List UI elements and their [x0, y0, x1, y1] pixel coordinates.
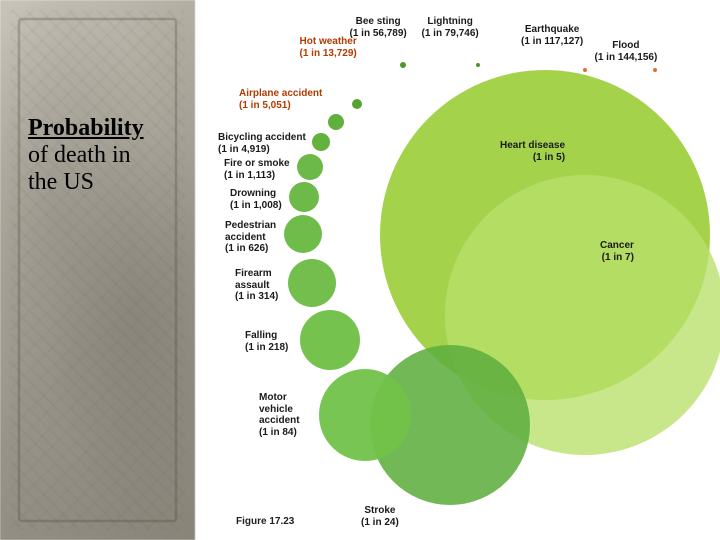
- label-lightning: Lightning(1 in 79,746): [422, 16, 479, 39]
- label-mva: Motorvehicleaccident(1 in 84): [259, 392, 300, 438]
- label-name: Flood: [595, 40, 658, 52]
- circle-lightning: [476, 63, 480, 67]
- label-odds: (1 in 1,008): [230, 200, 282, 212]
- label-odds: (1 in 144,156): [595, 52, 658, 64]
- label-odds: (1 in 56,789): [350, 28, 407, 40]
- label-airplane: Airplane accident(1 in 5,051): [239, 88, 322, 111]
- label-name: Airplane accident: [239, 88, 322, 100]
- label-name: Pedestrianaccident: [225, 220, 276, 243]
- circle-flood: [653, 68, 657, 72]
- label-pedestrian: Pedestrianaccident(1 in 626): [225, 220, 276, 255]
- circle-drowning: [289, 182, 319, 212]
- label-odds: (1 in 1,113): [224, 170, 290, 182]
- label-hotweather: Hot weather(1 in 13,729): [300, 36, 357, 59]
- circle-fire: [297, 154, 323, 180]
- circle-falling: [300, 310, 360, 370]
- title-line-3: the US: [28, 169, 144, 196]
- label-name: Stroke: [361, 505, 399, 517]
- circle-earthquake: [583, 68, 587, 72]
- label-odds: (1 in 13,729): [300, 48, 357, 60]
- label-name: Motorvehicleaccident: [259, 392, 300, 427]
- label-odds: (1 in 24): [361, 517, 399, 529]
- title-line-1: Probability: [28, 115, 144, 142]
- label-name: Drowning: [230, 188, 282, 200]
- circle-mva: [319, 369, 411, 461]
- label-name: Lightning: [422, 16, 479, 28]
- label-name: Falling: [245, 330, 288, 342]
- label-name: Cancer: [600, 240, 634, 252]
- decorative-stone-panel: [0, 0, 195, 540]
- label-name: Fire or smoke: [224, 158, 290, 170]
- label-odds: (1 in 626): [225, 243, 276, 255]
- label-odds: (1 in 7): [600, 252, 634, 264]
- label-bicycle: Bicycling accident(1 in 4,919): [218, 132, 306, 155]
- label-beesting: Bee sting(1 in 56,789): [350, 16, 407, 39]
- title-line-2: of death in: [28, 142, 144, 169]
- circle-beesting: [400, 62, 406, 68]
- circle-airplane: [328, 114, 344, 130]
- circle-pedestrian: [284, 215, 322, 253]
- figure-caption: Figure 17.23: [236, 516, 294, 527]
- label-name: Bicycling accident: [218, 132, 306, 144]
- circle-bicycle: [312, 133, 330, 151]
- label-name: Hot weather: [300, 36, 357, 48]
- label-odds: (1 in 79,746): [422, 28, 479, 40]
- circle-hotweather: [352, 99, 362, 109]
- circle-firearm: [288, 259, 336, 307]
- label-name: Firearmassault: [235, 268, 278, 291]
- label-odds: (1 in 5): [500, 152, 565, 164]
- label-odds: (1 in 117,127): [521, 36, 583, 48]
- label-heart: Heart disease(1 in 5): [500, 140, 565, 163]
- label-name: Heart disease: [500, 140, 565, 152]
- label-odds: (1 in 218): [245, 342, 288, 354]
- label-flood: Flood(1 in 144,156): [595, 40, 658, 63]
- label-stroke: Stroke(1 in 24): [361, 505, 399, 528]
- label-falling: Falling(1 in 218): [245, 330, 288, 353]
- label-odds: (1 in 5,051): [239, 100, 322, 112]
- label-odds: (1 in 84): [259, 427, 300, 439]
- label-cancer: Cancer(1 in 7): [600, 240, 634, 263]
- probability-circle-diagram: Figure 17.23 Heart disease(1 in 5) Cancer…: [200, 0, 720, 540]
- label-fire: Fire or smoke(1 in 1,113): [224, 158, 290, 181]
- label-firearm: Firearmassault(1 in 314): [235, 268, 278, 303]
- label-name: Bee sting: [350, 16, 407, 28]
- label-odds: (1 in 314): [235, 291, 278, 303]
- label-name: Earthquake: [521, 24, 583, 36]
- label-earthquake: Earthquake(1 in 117,127): [521, 24, 583, 47]
- slide-title: Probability of death in the US: [28, 115, 144, 196]
- label-odds: (1 in 4,919): [218, 144, 306, 156]
- label-drowning: Drowning(1 in 1,008): [230, 188, 282, 211]
